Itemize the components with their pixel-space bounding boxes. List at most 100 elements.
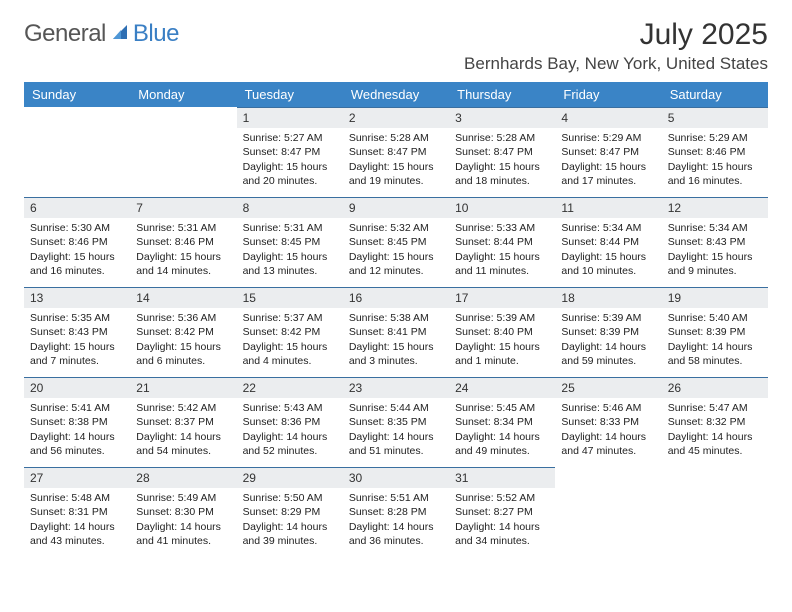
day-sunset: Sunset: 8:39 PM: [561, 325, 655, 339]
calendar-cell: 7Sunrise: 5:31 AMSunset: 8:46 PMDaylight…: [130, 197, 236, 287]
calendar-cell: 28Sunrise: 5:49 AMSunset: 8:30 PMDayligh…: [130, 467, 236, 559]
day-sunset: Sunset: 8:44 PM: [455, 235, 549, 249]
day-sunrise: Sunrise: 5:37 AM: [243, 311, 337, 325]
day-sunset: Sunset: 8:37 PM: [136, 415, 230, 429]
day-body: Sunrise: 5:35 AMSunset: 8:43 PMDaylight:…: [24, 308, 130, 372]
day-daylight: Daylight: 14 hours and 41 minutes.: [136, 520, 230, 548]
day-body: Sunrise: 5:36 AMSunset: 8:42 PMDaylight:…: [130, 308, 236, 372]
day-sunrise: Sunrise: 5:28 AM: [455, 131, 549, 145]
day-body: Sunrise: 5:40 AMSunset: 8:39 PMDaylight:…: [662, 308, 768, 372]
day-daylight: Daylight: 14 hours and 51 minutes.: [349, 430, 443, 458]
day-daylight: Daylight: 15 hours and 7 minutes.: [30, 340, 124, 368]
day-sunrise: Sunrise: 5:49 AM: [136, 491, 230, 505]
day-sunrise: Sunrise: 5:52 AM: [455, 491, 549, 505]
day-sunrise: Sunrise: 5:32 AM: [349, 221, 443, 235]
day-sunrise: Sunrise: 5:44 AM: [349, 401, 443, 415]
calendar-week: 6Sunrise: 5:30 AMSunset: 8:46 PMDaylight…: [24, 197, 768, 287]
day-body: Sunrise: 5:29 AMSunset: 8:46 PMDaylight:…: [662, 128, 768, 192]
day-sunset: Sunset: 8:42 PM: [136, 325, 230, 339]
weekday-header: Monday: [130, 82, 236, 107]
day-number: 27: [24, 467, 130, 488]
calendar-cell: [130, 107, 236, 197]
day-daylight: Daylight: 14 hours and 59 minutes.: [561, 340, 655, 368]
calendar-cell: 20Sunrise: 5:41 AMSunset: 8:38 PMDayligh…: [24, 377, 130, 467]
day-number: 23: [343, 377, 449, 398]
day-sunset: Sunset: 8:39 PM: [668, 325, 762, 339]
day-daylight: Daylight: 15 hours and 11 minutes.: [455, 250, 549, 278]
day-sunrise: Sunrise: 5:39 AM: [455, 311, 549, 325]
day-daylight: Daylight: 14 hours and 43 minutes.: [30, 520, 124, 548]
day-number: 5: [662, 107, 768, 128]
day-sunset: Sunset: 8:33 PM: [561, 415, 655, 429]
calendar-cell: [24, 107, 130, 197]
weekday-header: Wednesday: [343, 82, 449, 107]
day-daylight: Daylight: 15 hours and 9 minutes.: [668, 250, 762, 278]
day-daylight: Daylight: 14 hours and 36 minutes.: [349, 520, 443, 548]
calendar-cell: 24Sunrise: 5:45 AMSunset: 8:34 PMDayligh…: [449, 377, 555, 467]
day-body: Sunrise: 5:45 AMSunset: 8:34 PMDaylight:…: [449, 398, 555, 462]
day-daylight: Daylight: 14 hours and 49 minutes.: [455, 430, 549, 458]
day-number: 26: [662, 377, 768, 398]
day-sunset: Sunset: 8:46 PM: [136, 235, 230, 249]
day-number: 11: [555, 197, 661, 218]
day-number: 8: [237, 197, 343, 218]
day-sunrise: Sunrise: 5:34 AM: [668, 221, 762, 235]
calendar-week: 20Sunrise: 5:41 AMSunset: 8:38 PMDayligh…: [24, 377, 768, 467]
day-sunrise: Sunrise: 5:41 AM: [30, 401, 124, 415]
day-sunrise: Sunrise: 5:34 AM: [561, 221, 655, 235]
calendar-cell: 11Sunrise: 5:34 AMSunset: 8:44 PMDayligh…: [555, 197, 661, 287]
day-sunset: Sunset: 8:46 PM: [30, 235, 124, 249]
day-body: Sunrise: 5:31 AMSunset: 8:46 PMDaylight:…: [130, 218, 236, 282]
header: General Blue July 2025 Bernhards Bay, Ne…: [24, 18, 768, 74]
calendar-cell: 26Sunrise: 5:47 AMSunset: 8:32 PMDayligh…: [662, 377, 768, 467]
calendar-cell: 17Sunrise: 5:39 AMSunset: 8:40 PMDayligh…: [449, 287, 555, 377]
calendar-cell: 1Sunrise: 5:27 AMSunset: 8:47 PMDaylight…: [237, 107, 343, 197]
day-sunset: Sunset: 8:40 PM: [455, 325, 549, 339]
brand-part2: Blue: [133, 20, 179, 48]
day-sunrise: Sunrise: 5:42 AM: [136, 401, 230, 415]
day-number: 10: [449, 197, 555, 218]
day-sunset: Sunset: 8:45 PM: [349, 235, 443, 249]
day-sunrise: Sunrise: 5:48 AM: [30, 491, 124, 505]
day-daylight: Daylight: 15 hours and 14 minutes.: [136, 250, 230, 278]
day-number: 7: [130, 197, 236, 218]
day-sunset: Sunset: 8:35 PM: [349, 415, 443, 429]
day-sunset: Sunset: 8:47 PM: [455, 145, 549, 159]
day-daylight: Daylight: 15 hours and 16 minutes.: [30, 250, 124, 278]
day-number: 21: [130, 377, 236, 398]
day-sunrise: Sunrise: 5:46 AM: [561, 401, 655, 415]
calendar-cell: 30Sunrise: 5:51 AMSunset: 8:28 PMDayligh…: [343, 467, 449, 559]
day-body: Sunrise: 5:47 AMSunset: 8:32 PMDaylight:…: [662, 398, 768, 462]
day-number: 18: [555, 287, 661, 308]
day-sunrise: Sunrise: 5:29 AM: [561, 131, 655, 145]
day-body: Sunrise: 5:29 AMSunset: 8:47 PMDaylight:…: [555, 128, 661, 192]
day-number: 30: [343, 467, 449, 488]
day-number: 17: [449, 287, 555, 308]
day-sunset: Sunset: 8:46 PM: [668, 145, 762, 159]
calendar-week: 1Sunrise: 5:27 AMSunset: 8:47 PMDaylight…: [24, 107, 768, 197]
calendar-cell: 8Sunrise: 5:31 AMSunset: 8:45 PMDaylight…: [237, 197, 343, 287]
day-sunset: Sunset: 8:36 PM: [243, 415, 337, 429]
calendar-cell: 19Sunrise: 5:40 AMSunset: 8:39 PMDayligh…: [662, 287, 768, 377]
day-daylight: Daylight: 15 hours and 20 minutes.: [243, 160, 337, 188]
calendar-cell: 12Sunrise: 5:34 AMSunset: 8:43 PMDayligh…: [662, 197, 768, 287]
day-sunrise: Sunrise: 5:31 AM: [243, 221, 337, 235]
day-number: 29: [237, 467, 343, 488]
day-number: 3: [449, 107, 555, 128]
day-number: 16: [343, 287, 449, 308]
day-body: Sunrise: 5:34 AMSunset: 8:44 PMDaylight:…: [555, 218, 661, 282]
day-sunrise: Sunrise: 5:29 AM: [668, 131, 762, 145]
day-sunset: Sunset: 8:29 PM: [243, 505, 337, 519]
day-number: 20: [24, 377, 130, 398]
day-body: Sunrise: 5:31 AMSunset: 8:45 PMDaylight:…: [237, 218, 343, 282]
day-daylight: Daylight: 15 hours and 18 minutes.: [455, 160, 549, 188]
day-body: Sunrise: 5:34 AMSunset: 8:43 PMDaylight:…: [662, 218, 768, 282]
day-sunset: Sunset: 8:27 PM: [455, 505, 549, 519]
day-sunrise: Sunrise: 5:36 AM: [136, 311, 230, 325]
day-number: 24: [449, 377, 555, 398]
calendar-cell: 18Sunrise: 5:39 AMSunset: 8:39 PMDayligh…: [555, 287, 661, 377]
day-sunset: Sunset: 8:30 PM: [136, 505, 230, 519]
day-daylight: Daylight: 15 hours and 6 minutes.: [136, 340, 230, 368]
calendar-header-row: SundayMondayTuesdayWednesdayThursdayFrid…: [24, 82, 768, 107]
day-number: 1: [237, 107, 343, 128]
